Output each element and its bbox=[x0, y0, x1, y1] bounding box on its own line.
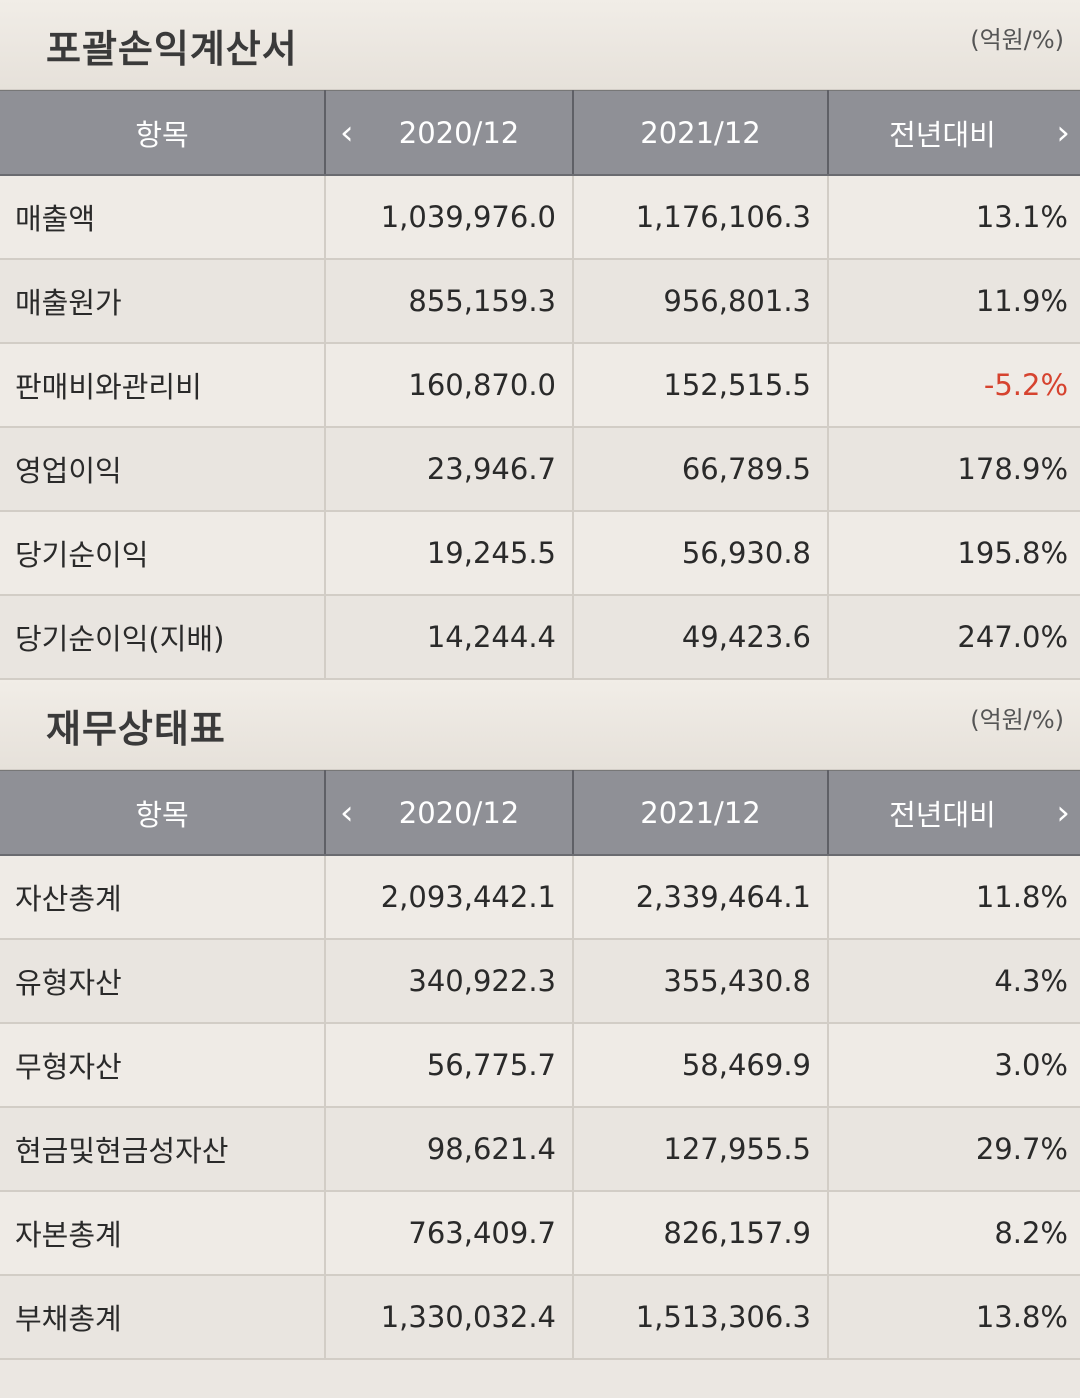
row-item-label: 유형자산 bbox=[0, 939, 325, 1024]
table-row: 현금및현금성자산 98,621.4 127,955.5 29.7% bbox=[0, 1107, 1080, 1192]
value-2020: 340,922.3 bbox=[324, 939, 573, 1024]
income-statement-section: 포괄손익계산서 (억원/%) 항목 ‹ 2020/12 2021/12 전년대비… bbox=[0, 0, 1080, 680]
table-row: 매출액 1,039,976.0 1,176,106.3 13.1% bbox=[0, 175, 1080, 260]
balance-sheet-header: 재무상태표 (억원/%) bbox=[0, 680, 1080, 770]
table-row: 당기순이익(지배) 14,244.4 49,423.6 247.0% bbox=[0, 595, 1080, 680]
section-title: 포괄손익계산서 bbox=[46, 27, 298, 71]
value-2021: 152,515.5 bbox=[572, 343, 828, 428]
header-yoy: 전년대비 › bbox=[827, 90, 1080, 176]
header-year-2021: 2021/12 bbox=[572, 770, 828, 856]
yoy-change: 29.7% bbox=[827, 1107, 1080, 1192]
value-2021: 355,430.8 bbox=[572, 939, 828, 1024]
header-year-2021: 2021/12 bbox=[572, 90, 828, 176]
unit-label: (억원/%) bbox=[970, 706, 1064, 734]
yoy-change: 13.8% bbox=[827, 1275, 1080, 1360]
row-item-label: 당기순이익(지배) bbox=[0, 595, 325, 680]
row-item-label: 현금및현금성자산 bbox=[0, 1107, 325, 1192]
yoy-change: 4.3% bbox=[827, 939, 1080, 1024]
value-2020: 14,244.4 bbox=[324, 595, 573, 680]
row-item-label: 판매비와관리비 bbox=[0, 343, 325, 428]
row-item-label: 매출원가 bbox=[0, 259, 325, 344]
table-header-row: 항목 ‹ 2020/12 2021/12 전년대비 › bbox=[0, 770, 1080, 856]
table-row: 유형자산 340,922.3 355,430.8 4.3% bbox=[0, 939, 1080, 1024]
value-2020: 19,245.5 bbox=[324, 511, 573, 596]
table-header-row: 항목 ‹ 2020/12 2021/12 전년대비 › bbox=[0, 90, 1080, 176]
value-2021: 49,423.6 bbox=[572, 595, 828, 680]
income-statement-header: 포괄손익계산서 (억원/%) bbox=[0, 0, 1080, 90]
chevron-left-icon[interactable]: ‹ bbox=[340, 112, 354, 153]
value-2021: 1,513,306.3 bbox=[572, 1275, 828, 1360]
value-2020: 1,039,976.0 bbox=[324, 175, 573, 260]
balance-sheet-section: 재무상태표 (억원/%) 항목 ‹ 2020/12 2021/12 전년대비 ›… bbox=[0, 680, 1080, 1360]
table-row: 영업이익 23,946.7 66,789.5 178.9% bbox=[0, 427, 1080, 512]
value-2020: 2,093,442.1 bbox=[324, 855, 573, 940]
row-item-label: 자본총계 bbox=[0, 1191, 325, 1276]
chevron-right-icon[interactable]: › bbox=[1056, 792, 1070, 833]
table-row: 무형자산 56,775.7 58,469.9 3.0% bbox=[0, 1023, 1080, 1108]
header-year-2020: ‹ 2020/12 bbox=[324, 90, 573, 176]
row-item-label: 무형자산 bbox=[0, 1023, 325, 1108]
row-item-label: 자산총계 bbox=[0, 855, 325, 940]
yoy-change: 247.0% bbox=[827, 595, 1080, 680]
header-item: 항목 bbox=[0, 90, 325, 176]
income-statement-table: 항목 ‹ 2020/12 2021/12 전년대비 › 매출액 1,039,976… bbox=[0, 90, 1080, 680]
row-item-label: 매출액 bbox=[0, 175, 325, 260]
value-2020: 160,870.0 bbox=[324, 343, 573, 428]
yoy-change: 195.8% bbox=[827, 511, 1080, 596]
yoy-change: 11.9% bbox=[827, 259, 1080, 344]
value-2021: 2,339,464.1 bbox=[572, 855, 828, 940]
balance-sheet-table: 항목 ‹ 2020/12 2021/12 전년대비 › 자산총계 2,093,44… bbox=[0, 770, 1080, 1360]
header-item: 항목 bbox=[0, 770, 325, 856]
value-2020: 98,621.4 bbox=[324, 1107, 573, 1192]
value-2021: 826,157.9 bbox=[572, 1191, 828, 1276]
section-title: 재무상태표 bbox=[46, 707, 226, 751]
row-item-label: 당기순이익 bbox=[0, 511, 325, 596]
row-item-label: 영업이익 bbox=[0, 427, 325, 512]
value-2020: 855,159.3 bbox=[324, 259, 573, 344]
table-row: 자산총계 2,093,442.1 2,339,464.1 11.8% bbox=[0, 855, 1080, 940]
chevron-left-icon[interactable]: ‹ bbox=[340, 792, 354, 833]
header-year-2020: ‹ 2020/12 bbox=[324, 770, 573, 856]
table-row: 매출원가 855,159.3 956,801.3 11.9% bbox=[0, 259, 1080, 344]
table-row: 자본총계 763,409.7 826,157.9 8.2% bbox=[0, 1191, 1080, 1276]
table-row: 판매비와관리비 160,870.0 152,515.5 -5.2% bbox=[0, 343, 1080, 428]
value-2020: 56,775.7 bbox=[324, 1023, 573, 1108]
table-row: 당기순이익 19,245.5 56,930.8 195.8% bbox=[0, 511, 1080, 596]
value-2020: 23,946.7 bbox=[324, 427, 573, 512]
row-item-label: 부채총계 bbox=[0, 1275, 325, 1360]
value-2021: 956,801.3 bbox=[572, 259, 828, 344]
value-2021: 127,955.5 bbox=[572, 1107, 828, 1192]
yoy-change: 3.0% bbox=[827, 1023, 1080, 1108]
yoy-change: 8.2% bbox=[827, 1191, 1080, 1276]
header-yoy: 전년대비 › bbox=[827, 770, 1080, 856]
table-row: 부채총계 1,330,032.4 1,513,306.3 13.8% bbox=[0, 1275, 1080, 1360]
yoy-change: -5.2% bbox=[827, 343, 1080, 428]
yoy-change: 11.8% bbox=[827, 855, 1080, 940]
value-2020: 763,409.7 bbox=[324, 1191, 573, 1276]
yoy-change: 13.1% bbox=[827, 175, 1080, 260]
value-2021: 1,176,106.3 bbox=[572, 175, 828, 260]
value-2021: 66,789.5 bbox=[572, 427, 828, 512]
value-2021: 58,469.9 bbox=[572, 1023, 828, 1108]
unit-label: (억원/%) bbox=[970, 26, 1064, 54]
value-2020: 1,330,032.4 bbox=[324, 1275, 573, 1360]
yoy-change: 178.9% bbox=[827, 427, 1080, 512]
value-2021: 56,930.8 bbox=[572, 511, 828, 596]
chevron-right-icon[interactable]: › bbox=[1056, 112, 1070, 153]
